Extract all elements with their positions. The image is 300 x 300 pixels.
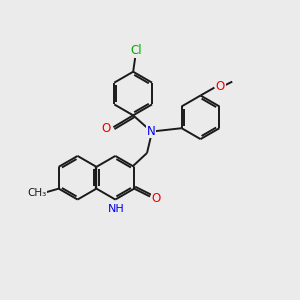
Text: O: O xyxy=(102,122,111,135)
Text: O: O xyxy=(216,80,225,93)
Text: O: O xyxy=(152,192,160,205)
Text: NH: NH xyxy=(108,204,125,214)
Text: N: N xyxy=(147,125,155,138)
Text: Cl: Cl xyxy=(130,44,142,57)
Text: CH₃: CH₃ xyxy=(27,188,46,198)
